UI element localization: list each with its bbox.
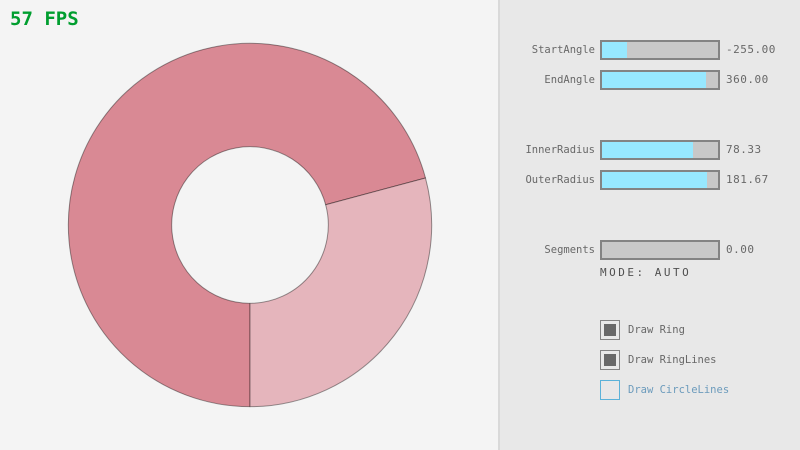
draw-circlelines-label: Draw CircleLines xyxy=(628,384,730,396)
checkmark-fill xyxy=(604,324,616,336)
slider-row-end-angle: EndAngle 360.00 xyxy=(500,70,800,90)
draw-ringlines-checkbox[interactable] xyxy=(600,350,620,370)
draw-ring-label: Draw Ring xyxy=(628,324,685,336)
outer-radius-label: OuterRadius xyxy=(525,174,595,186)
segments-slider[interactable] xyxy=(600,240,720,260)
slider-row-segments: Segments 0.00 xyxy=(500,240,800,260)
segments-value: 0.00 xyxy=(726,243,755,256)
end-angle-label: EndAngle xyxy=(544,74,595,86)
outer-radius-slider[interactable] xyxy=(600,170,720,190)
ring-segment-overlap xyxy=(67,42,427,408)
slider-fill xyxy=(602,172,708,188)
start-angle-value: -255.00 xyxy=(726,43,776,56)
ring-segment-single xyxy=(249,177,433,408)
slider-fill xyxy=(602,42,628,58)
inner-radius-value: 78.33 xyxy=(726,143,762,156)
control-panel: StartAngle -255.00 EndAngle 360.00 Inner… xyxy=(498,0,800,450)
start-angle-slider[interactable] xyxy=(600,40,720,60)
slider-fill xyxy=(602,142,693,158)
checkmark-fill xyxy=(604,354,616,366)
mode-status-text: MODE: AUTO xyxy=(600,266,692,279)
checkbox-row-draw-ringlines: Draw RingLines xyxy=(600,350,800,370)
fps-counter: 57 FPS xyxy=(10,8,79,30)
outer-radius-value: 181.67 xyxy=(726,173,769,186)
slider-row-inner-radius: InnerRadius 78.33 xyxy=(500,140,800,160)
end-angle-slider[interactable] xyxy=(600,70,720,90)
slider-fill xyxy=(602,72,707,88)
slider-row-start-angle: StartAngle -255.00 xyxy=(500,40,800,60)
end-angle-value: 360.00 xyxy=(726,73,769,86)
inner-radius-slider[interactable] xyxy=(600,140,720,160)
draw-ringlines-label: Draw RingLines xyxy=(628,354,717,366)
draw-circlelines-checkbox[interactable] xyxy=(600,380,620,400)
checkbox-row-draw-circlelines: Draw CircleLines xyxy=(600,380,800,400)
start-angle-label: StartAngle xyxy=(531,44,595,56)
inner-radius-label: InnerRadius xyxy=(525,144,595,156)
draw-ring-checkbox[interactable] xyxy=(600,320,620,340)
slider-row-outer-radius: OuterRadius 181.67 xyxy=(500,170,800,190)
segments-label: Segments xyxy=(544,244,595,256)
checkbox-row-draw-ring: Draw Ring xyxy=(600,320,800,340)
